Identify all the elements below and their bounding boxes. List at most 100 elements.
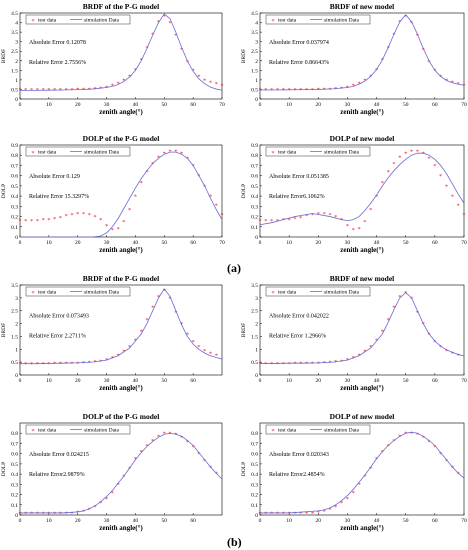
legend-marker-test-data: *	[31, 18, 34, 25]
y-tick-label: 0.1	[11, 503, 18, 509]
data-point-test-data: *	[340, 217, 343, 224]
y-tick-label: 1	[255, 347, 258, 353]
data-point-test-data: *	[70, 212, 73, 219]
x-tick-label: 30	[104, 102, 110, 108]
data-point-test-data: *	[93, 86, 96, 93]
x-tick-label: 60	[432, 240, 438, 246]
x-tick-label: 60	[432, 102, 438, 108]
data-point-test-data: *	[99, 500, 102, 507]
y-tick-label: 2	[15, 59, 18, 65]
chart-b-top-right: BRDF of new model 0 10 20 30 40 50 60 70 0 0.5 1 1.5…	[241, 274, 467, 392]
y-tick-label: 0.2	[251, 215, 258, 221]
plot-area	[19, 144, 223, 238]
error-annotation: Absolute Error 0.020343	[269, 452, 329, 458]
plot-area	[19, 284, 223, 376]
chart-a-top-right: BRDF of new model 0 10 20 30 40 50 60 70 0 0.5 1 1.5…	[241, 2, 467, 116]
x-tick-label: 20	[75, 240, 81, 246]
data-point-test-data: *	[99, 85, 102, 92]
data-point-test-data: *	[209, 351, 212, 358]
y-tick-label: 3	[15, 40, 18, 46]
data-point-test-data: *	[220, 212, 223, 219]
data-point-test-data: *	[375, 456, 378, 463]
data-point-test-data: *	[82, 508, 85, 515]
data-point-test-data: *	[404, 13, 407, 20]
error-annotation: Absolute Error 0.037974	[269, 40, 329, 46]
data-point-test-data: *	[76, 360, 79, 367]
data-point-test-data: *	[30, 361, 33, 368]
y-tick-label: 0.3	[11, 482, 18, 488]
x-tick-label: 10	[286, 518, 292, 524]
data-point-test-data: *	[270, 361, 273, 368]
x-tick-label: 50	[162, 518, 168, 524]
x-tick-label: 40	[374, 378, 380, 384]
data-point-test-data: *	[197, 344, 200, 351]
legend-marker-test-data: *	[31, 150, 34, 157]
data-point-test-data: *	[180, 47, 183, 54]
x-tick-label: 10	[46, 518, 52, 524]
legend-label-test-data: test data	[38, 428, 57, 434]
data-point-test-data: *	[305, 213, 308, 220]
data-point-test-data: *	[299, 87, 302, 94]
data-point-test-data: *	[82, 360, 85, 367]
series-line-simulation-data	[259, 152, 465, 226]
chart-title: BRDF of new model	[330, 2, 395, 11]
chart-title: BRDF of new model	[330, 274, 395, 283]
x-tick-label: 50	[162, 240, 168, 246]
data-point-test-data: *	[381, 180, 384, 187]
data-point-test-data: *	[53, 510, 56, 517]
data-point-test-data: *	[282, 361, 285, 368]
y-tick-label: 1.5	[251, 334, 258, 340]
data-point-test-data: *	[462, 212, 465, 219]
data-point-test-data: *	[24, 361, 27, 368]
data-point-test-data: *	[340, 358, 343, 365]
x-tick-label: 60	[190, 518, 196, 524]
y-tick-label: 0.5	[251, 184, 258, 190]
data-point-test-data: *	[293, 216, 296, 223]
x-tick-label: 30	[104, 378, 110, 384]
x-tick-label: 20	[316, 102, 322, 108]
data-point-test-data: *	[264, 510, 267, 517]
data-point-test-data: *	[451, 194, 454, 201]
x-tick-label: 20	[75, 378, 81, 384]
y-tick-label: 0	[255, 235, 258, 241]
plot-area	[259, 422, 465, 516]
x-tick-label: 20	[75, 518, 81, 524]
data-point-test-data: *	[197, 173, 200, 180]
chart-b-top-left: BRDF of the P-G model 0 10 20 30 40 50 60 0 0.5 1 1…	[1, 274, 223, 392]
x-tick-label: 40	[133, 518, 139, 524]
data-point-test-data: *	[151, 304, 154, 311]
x-tick-label: 50	[403, 518, 409, 524]
data-point-test-data: *	[462, 83, 465, 90]
data-point-test-data: *	[53, 87, 56, 94]
data-point-test-data: *	[65, 213, 68, 220]
data-point-test-data: *	[24, 218, 27, 225]
y-axis-label: DOLP	[241, 462, 247, 476]
data-point-test-data: *	[180, 435, 183, 442]
data-point-test-data: *	[82, 211, 85, 218]
data-point-test-data: *	[140, 180, 143, 187]
data-point-test-data: *	[18, 510, 21, 517]
data-point-test-data: *	[47, 87, 50, 94]
x-axis-label: zenith angle(°)	[99, 108, 143, 116]
chart-b-bottom-right: DOLP of new model 0 10 20 30 40 50 60 70 0 0.1 0.2 0…	[241, 412, 467, 532]
data-point-test-data: *	[404, 290, 407, 297]
x-axis-label: zenith angle(°)	[340, 246, 384, 254]
error-annotation: Relative Error 15.3297%	[29, 194, 89, 200]
data-point-test-data: *	[76, 211, 79, 218]
x-tick-label: 0	[259, 102, 262, 108]
data-point-test-data: *	[410, 20, 413, 27]
y-axis-label: BRDF	[241, 323, 247, 337]
data-point-test-data: *	[258, 218, 261, 225]
data-point-test-data: *	[445, 183, 448, 190]
x-tick-label: 20	[316, 378, 322, 384]
y-tick-label: 2	[15, 322, 18, 328]
data-point-test-data: *	[145, 317, 148, 324]
chart-title: BRDF of the P-G model	[83, 274, 159, 283]
y-tick-label: 0	[255, 513, 258, 519]
data-point-test-data: *	[433, 444, 436, 451]
data-point-test-data: *	[299, 361, 302, 368]
x-tick-label: 30	[104, 240, 110, 246]
x-axis-label: zenith angle(°)	[99, 524, 143, 532]
y-tick-label: 2.5	[251, 49, 258, 55]
data-point-test-data: *	[111, 227, 114, 234]
